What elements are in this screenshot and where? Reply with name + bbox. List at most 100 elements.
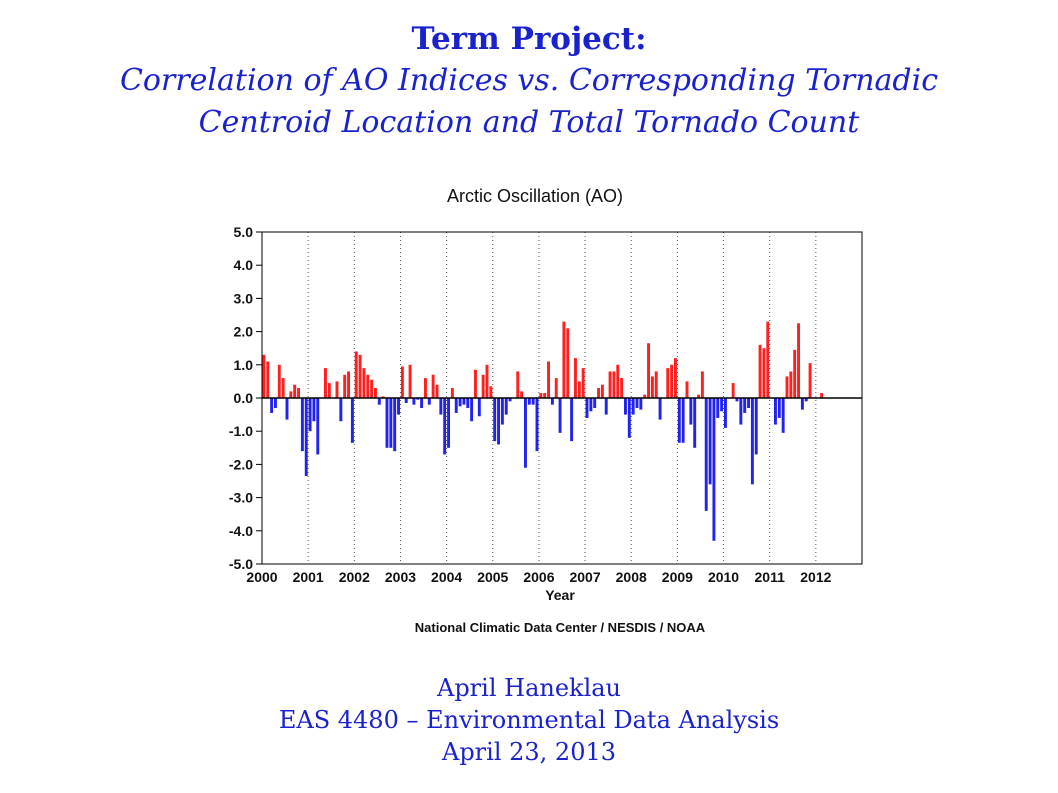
ao-bar xyxy=(500,398,504,425)
ao-bar xyxy=(493,398,497,442)
ao-bar xyxy=(443,398,447,455)
author-name: April Haneklau xyxy=(436,674,622,702)
chart-credit: National Climatic Data Center / NESDIS /… xyxy=(415,620,706,635)
ao-bar xyxy=(597,388,600,398)
ao-bar xyxy=(731,383,735,398)
ao-bar xyxy=(300,398,304,452)
ao-bar xyxy=(550,398,554,405)
title-main: Term Project: xyxy=(411,21,647,57)
chart-grid xyxy=(307,232,817,564)
ao-bar xyxy=(627,398,631,438)
ao-bar xyxy=(750,398,754,485)
ao-bar xyxy=(654,371,658,398)
ao-bar xyxy=(616,364,620,398)
ao-bar xyxy=(797,323,800,398)
ao-bar xyxy=(681,398,685,443)
ao-bar xyxy=(739,398,743,425)
title-sub-line2: Centroid Location and Total Tornado Coun… xyxy=(198,105,860,140)
ao-bar xyxy=(793,349,797,398)
ao-bar xyxy=(262,354,266,398)
ao-bar xyxy=(470,398,474,422)
ao-bar xyxy=(804,398,808,402)
ao-bar xyxy=(808,363,812,398)
ao-bar xyxy=(781,398,785,433)
y-tick-label: 3.0 xyxy=(234,290,254,306)
ao-bar xyxy=(685,381,689,398)
ao-bar xyxy=(531,398,535,405)
x-tick-label: 2001 xyxy=(293,569,324,585)
y-axis-ticks: 5.0 4.0 3.0 2.0 1.0 0.0 -1.0 -2.0 -3.0 -4.0 -5.0 xyxy=(229,224,262,572)
ao-bar xyxy=(281,378,285,398)
ao-bar xyxy=(558,398,562,433)
ao-bar xyxy=(608,371,612,398)
ao-bar xyxy=(697,394,700,398)
ao-bar xyxy=(366,374,370,398)
ao-bar xyxy=(431,374,435,398)
ao-bar xyxy=(758,344,762,398)
ao-bar xyxy=(785,376,789,398)
ao-bar xyxy=(504,398,508,415)
ao-bar xyxy=(658,398,662,420)
ao-bar xyxy=(674,358,677,398)
ao-bar xyxy=(774,398,777,425)
ao-bar xyxy=(612,371,616,398)
x-tick-label: 2007 xyxy=(569,569,600,585)
ao-bar xyxy=(647,343,650,398)
ao-bar xyxy=(712,398,716,541)
course-name: EAS 4480 – Environmental Data Analysis xyxy=(278,706,780,734)
ao-bar xyxy=(700,371,704,398)
x-tick-label: 2012 xyxy=(800,569,831,585)
ao-bar xyxy=(266,361,270,398)
ao-bar xyxy=(693,398,697,448)
ao-bar xyxy=(335,381,339,398)
ao-bar xyxy=(670,364,674,398)
ao-bar xyxy=(397,398,400,415)
ao-bar xyxy=(527,398,531,405)
ao-bar xyxy=(477,398,481,417)
ao-bar xyxy=(374,388,377,398)
ao-bar xyxy=(489,386,493,398)
x-tick-label: 2004 xyxy=(431,569,462,585)
x-tick-label: 2005 xyxy=(477,569,508,585)
ao-bar xyxy=(593,398,597,408)
ao-bar xyxy=(393,398,397,452)
y-tick-label: -4.0 xyxy=(229,523,253,539)
ao-bar xyxy=(624,398,627,415)
ao-bar xyxy=(466,398,470,408)
ao-bar xyxy=(474,369,477,398)
ao-bar xyxy=(735,398,739,402)
ao-bar xyxy=(420,398,424,408)
ao-bar xyxy=(554,378,558,398)
ao-bar xyxy=(347,371,350,398)
x-tick-label: 2011 xyxy=(755,569,786,585)
ao-bar xyxy=(508,398,512,402)
ao-bar xyxy=(458,398,462,407)
x-tick-label: 2009 xyxy=(662,569,693,585)
ao-bar xyxy=(570,398,574,442)
ao-bar xyxy=(450,388,454,398)
ao-bar xyxy=(666,368,670,398)
x-tick-label: 2008 xyxy=(616,569,647,585)
x-tick-label: 2003 xyxy=(385,569,416,585)
chart-bars xyxy=(262,321,824,541)
ao-bar xyxy=(562,321,566,398)
ao-bar xyxy=(766,321,770,398)
ao-bar xyxy=(585,398,589,418)
y-tick-label: -5.0 xyxy=(229,556,253,572)
ao-bar xyxy=(427,398,431,405)
x-tick-label: 2010 xyxy=(708,569,739,585)
ao-bar xyxy=(600,384,604,398)
ao-bar xyxy=(416,398,420,400)
ao-bar xyxy=(400,366,404,398)
y-tick-label: 0.0 xyxy=(234,390,254,406)
ao-bar xyxy=(716,398,720,418)
ao-bar xyxy=(297,388,300,398)
y-tick-label: 5.0 xyxy=(234,224,254,240)
ao-bar xyxy=(424,378,427,398)
ao-bar xyxy=(820,393,824,398)
ao-bar xyxy=(385,398,389,448)
ao-bar xyxy=(754,398,758,455)
ao-bar xyxy=(270,398,274,413)
ao-bar xyxy=(312,398,316,422)
ao-bar xyxy=(343,374,347,398)
